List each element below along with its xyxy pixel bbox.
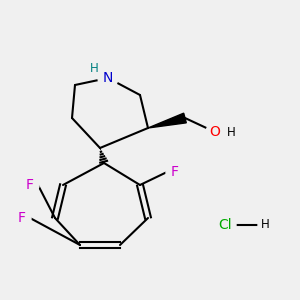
Circle shape: [166, 163, 184, 181]
Circle shape: [21, 176, 39, 194]
Text: Cl: Cl: [218, 218, 232, 232]
Circle shape: [206, 123, 224, 141]
Text: F: F: [26, 178, 34, 192]
Text: H: H: [261, 218, 269, 232]
Circle shape: [86, 60, 102, 76]
Circle shape: [258, 218, 272, 232]
Circle shape: [214, 214, 236, 236]
Circle shape: [13, 209, 31, 227]
Circle shape: [224, 125, 238, 139]
Text: N: N: [103, 71, 113, 85]
Polygon shape: [148, 113, 186, 128]
Text: F: F: [171, 165, 179, 179]
Text: F: F: [18, 211, 26, 225]
Text: H: H: [90, 61, 98, 74]
Text: O: O: [210, 125, 220, 139]
Text: H: H: [226, 125, 236, 139]
Circle shape: [98, 68, 118, 88]
